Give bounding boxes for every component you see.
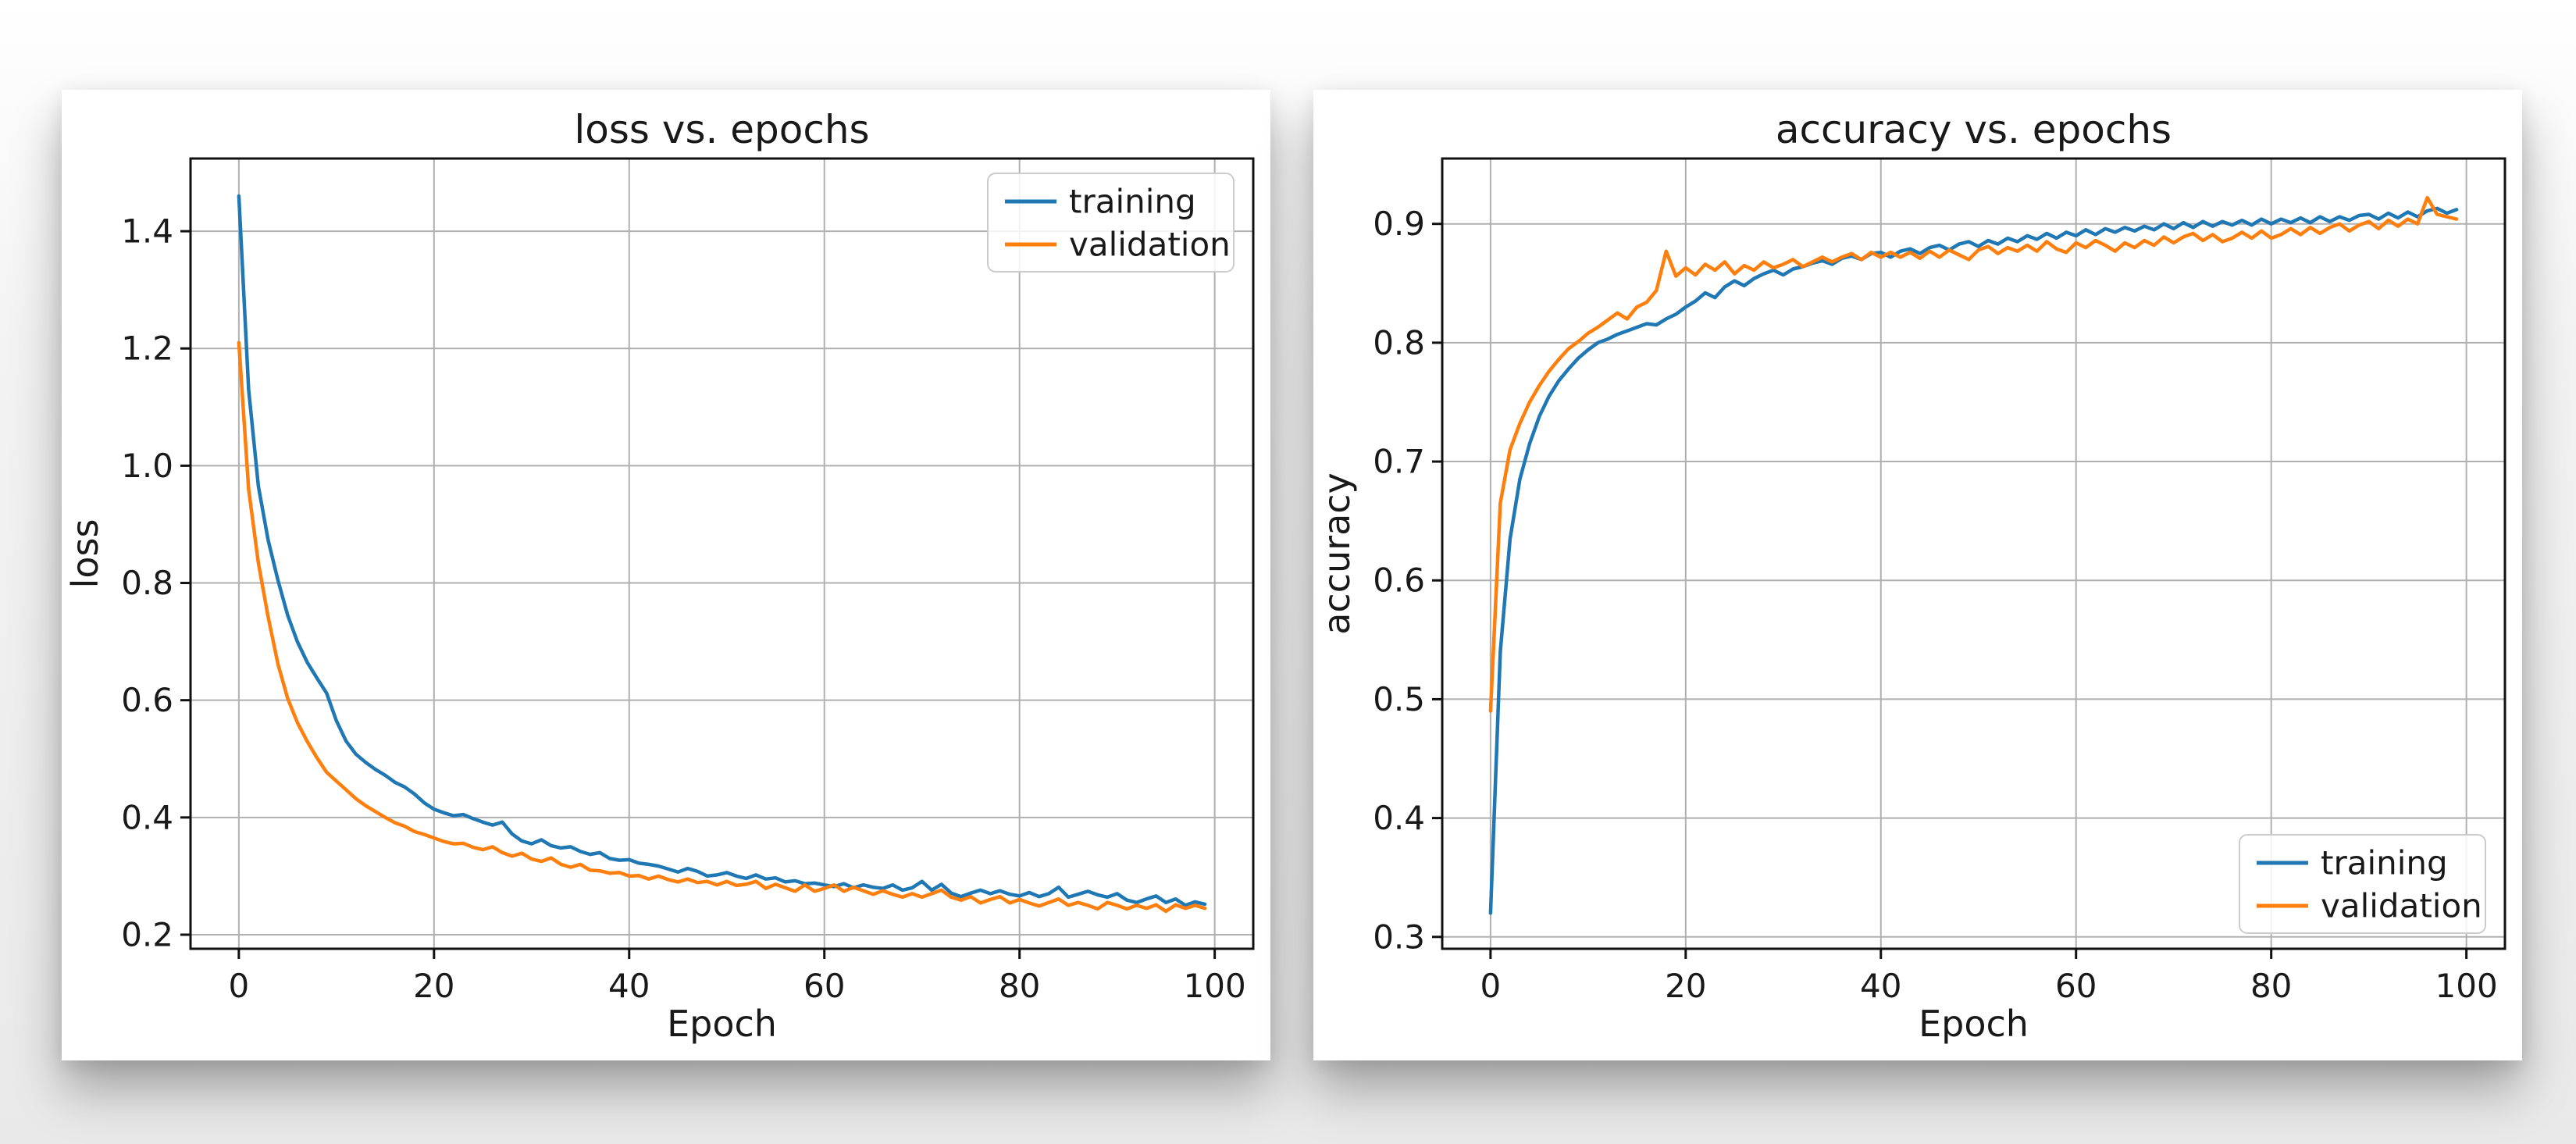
legend-validation-label: validation [2321,887,2482,925]
x-tick-label: 40 [1860,967,1901,1005]
series-training-line [237,194,1207,907]
series-training-line [1488,206,2459,915]
chart-title: accuracy vs. epochs [1776,107,2172,152]
x-tick-label: 40 [608,967,650,1005]
legend-training-label: training [2321,844,2448,882]
x-tick-label: 100 [2435,967,2498,1005]
x-tick-label: 20 [413,967,454,1005]
y-tick-label: 1.4 [121,212,173,251]
y-tick-label: 0.2 [121,915,173,953]
y-tick-label: 0.4 [121,798,173,836]
x-tick-label: 80 [999,967,1040,1005]
y-tick-label: 0.5 [1373,680,1425,718]
series-validation-line [1488,195,2459,713]
chart-title: loss vs. epochs [574,107,869,152]
loss-chart: 0 20 40 60 80 100 0.2 0.4 0.6 0.8 1.0 1.2 1.4 loss vs… [64,107,1255,1045]
x-tick-label: 100 [1184,967,1246,1005]
accuracy-chart-card: 0 20 40 60 80 100 0.3 0.4 0.5 0.6 0.7 0.8 0.9 accurac… [1313,90,2522,1060]
x-tick-label: 20 [1665,967,1706,1005]
y-axis-label: loss [64,519,106,589]
y-tick-label: 0.6 [1373,561,1425,600]
accuracy-chart: 0 20 40 60 80 100 0.3 0.4 0.5 0.6 0.7 0.8 0.9 accurac… [1316,107,2507,1045]
x-axis-label: Epoch [1919,1003,2029,1045]
x-tick-label: 80 [2250,967,2292,1005]
y-tick-label: 0.4 [1373,799,1425,837]
x-tick-label: 60 [803,967,845,1005]
axes-frame [1441,157,2507,950]
axes-frame [189,157,1255,950]
y-tick-label: 0.8 [121,564,173,602]
x-tick-label: 0 [228,967,249,1005]
y-tick-label: 0.6 [121,681,173,719]
loss-chart-card: 0 20 40 60 80 100 0.2 0.4 0.6 0.8 1.0 1.2 1.4 loss vs… [62,90,1270,1060]
series-validation-line [237,340,1207,914]
legend-box [2239,834,2486,934]
legend-box [987,173,1235,273]
y-tick-label: 1.2 [121,330,173,368]
y-tick-label: 0.3 [1373,918,1425,956]
x-tick-label: 0 [1480,967,1501,1005]
x-axis-label: Epoch [667,1003,777,1045]
y-tick-label: 1.0 [121,447,173,485]
legend-validation-label: validation [1069,226,1231,264]
y-tick-label: 0.8 [1373,323,1425,362]
y-tick-label: 0.9 [1373,205,1425,243]
y-tick-label: 0.7 [1373,443,1425,481]
x-tick-label: 60 [2055,967,2097,1005]
y-axis-label: accuracy [1316,472,1358,635]
legend-training-label: training [1069,183,1196,221]
